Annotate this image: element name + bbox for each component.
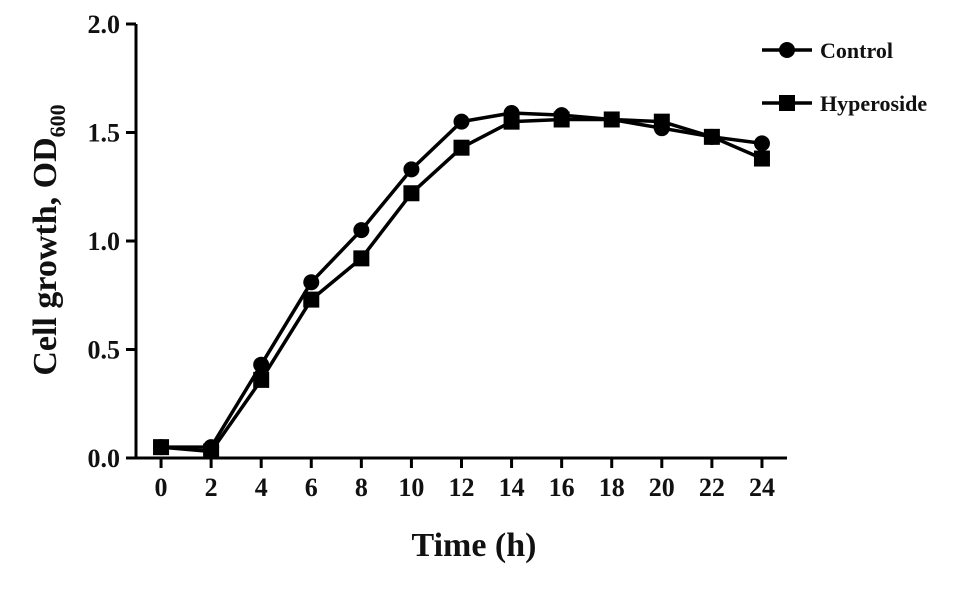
- x-tick-label: 10: [398, 473, 424, 502]
- y-axis-title: Cell growth, OD600: [27, 104, 70, 375]
- x-tick-label: 16: [549, 473, 575, 502]
- hyperoside-point: [303, 291, 320, 308]
- y-tick-label: 0.0: [88, 444, 121, 473]
- x-tick-label: 20: [649, 473, 675, 502]
- hyperoside-point: [353, 250, 370, 267]
- y-tick-label: 2.0: [88, 10, 121, 39]
- hyperoside-point: [203, 443, 220, 460]
- legend-item-control: Control: [762, 38, 893, 63]
- y-axis-title-main: Cell growth, OD: [27, 137, 64, 375]
- legend-label: Control: [820, 38, 893, 63]
- x-tick-label: 12: [449, 473, 475, 502]
- x-tick-label: 18: [599, 473, 625, 502]
- hyperoside-point: [453, 139, 470, 156]
- x-tick-label: 22: [699, 473, 725, 502]
- x-tick-label: 4: [255, 473, 268, 502]
- legend-item-hyperoside: Hyperoside: [762, 91, 927, 116]
- hyperoside-line: [160, 117, 763, 454]
- hyperoside-point: [403, 185, 420, 202]
- x-axis-title: Time (h): [412, 527, 537, 564]
- control-point: [753, 135, 770, 152]
- hyperoside-point: [503, 113, 520, 130]
- control-point: [253, 356, 270, 373]
- hyperoside-point: [703, 128, 720, 145]
- y-tick-label: 1.5: [88, 119, 121, 148]
- hyperoside-point: [753, 150, 770, 167]
- series-markers: [153, 104, 770, 460]
- hyperoside-point: [603, 111, 620, 128]
- x-tick-label: 8: [355, 473, 368, 502]
- y-axis-title-subscript: 600: [45, 104, 70, 137]
- x-tick-label: 0: [155, 473, 168, 502]
- legend-label: Hyperoside: [820, 91, 927, 116]
- legend-marker: [779, 42, 795, 58]
- axes: [134, 24, 787, 460]
- hyperoside-point: [253, 371, 270, 388]
- control-point: [353, 222, 370, 239]
- y-tick-label: 0.5: [88, 336, 121, 365]
- hyperoside-point: [653, 113, 670, 130]
- hyperoside-point: [153, 439, 170, 456]
- x-tick-label: 14: [499, 473, 525, 502]
- x-tick-label: 6: [305, 473, 318, 502]
- legend: Control Hyperoside: [762, 38, 927, 116]
- control-point: [403, 161, 420, 178]
- x-tick-label: 2: [205, 473, 218, 502]
- x-tick-label: 24: [749, 473, 775, 502]
- series-lines: [160, 111, 763, 454]
- y-tick-label: 1.0: [88, 227, 121, 256]
- control-point: [453, 113, 470, 130]
- ticks: 0.00.51.01.52.00 2 4 6 8 10 12 14 16 18 20 22 24: [88, 10, 775, 502]
- hyperoside-point: [553, 111, 570, 128]
- control-point: [303, 274, 320, 291]
- legend-marker: [779, 95, 795, 111]
